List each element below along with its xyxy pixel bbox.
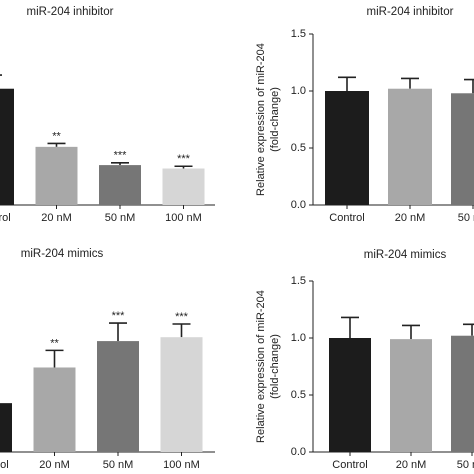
y-axis-label: (fold-change) bbox=[269, 87, 281, 152]
bar bbox=[451, 93, 474, 205]
significance-label: *** bbox=[112, 310, 126, 322]
y-tick-label: 1.5 bbox=[291, 28, 306, 40]
bar bbox=[99, 165, 141, 205]
bar bbox=[162, 168, 205, 205]
y-axis-label: Relative expression of miR-204 bbox=[255, 43, 267, 196]
y-tick-label: 1.0 bbox=[291, 332, 306, 344]
y-tick-label: 1.0 bbox=[291, 85, 306, 97]
y-tick-label: 0.5 bbox=[291, 142, 306, 154]
significance-label: *** bbox=[177, 153, 191, 165]
y-axis-label: (fold-change) bbox=[269, 334, 281, 399]
x-tick-label: 100 nM bbox=[163, 459, 200, 471]
bar bbox=[451, 335, 474, 452]
x-tick-label: Control bbox=[0, 212, 11, 224]
significance-label: *** bbox=[114, 150, 128, 162]
significance-label: ** bbox=[50, 337, 59, 349]
y-tick-label: 0.0 bbox=[291, 199, 306, 211]
bar bbox=[325, 91, 369, 205]
chart-title: miR-204 mimics bbox=[21, 248, 104, 260]
y-axis-label: Relative expression of miR-204 bbox=[255, 290, 267, 443]
chart-title: miR-204 inhibitor bbox=[27, 6, 114, 18]
x-tick-label: 20 nM bbox=[396, 459, 427, 471]
chart-title: miR-204 inhibitor bbox=[367, 6, 454, 18]
x-tick-label: Control bbox=[0, 459, 9, 471]
bar bbox=[0, 403, 12, 452]
y-tick-label: 1.5 bbox=[291, 275, 306, 287]
x-tick-label: Control bbox=[332, 459, 367, 471]
x-tick-label: Control bbox=[329, 212, 364, 224]
x-tick-label: 50 nM bbox=[105, 212, 136, 224]
bar bbox=[35, 146, 78, 205]
bar bbox=[388, 88, 432, 205]
chart-title: miR-204 mimics bbox=[364, 249, 447, 261]
y-tick-label: 0.5 bbox=[291, 389, 306, 401]
x-tick-label: 20 nM bbox=[41, 212, 72, 224]
y-tick-label: 0.0 bbox=[291, 446, 306, 458]
x-tick-label: 50 nM bbox=[103, 459, 134, 471]
bar bbox=[329, 338, 371, 452]
x-tick-label: 20 nM bbox=[395, 212, 426, 224]
bar bbox=[390, 339, 432, 452]
bar bbox=[0, 88, 14, 205]
bar bbox=[97, 341, 139, 452]
significance-label: ** bbox=[52, 130, 61, 142]
bar bbox=[33, 367, 76, 452]
x-tick-label: 50 nM bbox=[458, 212, 474, 224]
x-tick-label: 20 nM bbox=[39, 459, 70, 471]
bar bbox=[160, 337, 203, 452]
x-tick-label: 50 nM bbox=[457, 459, 474, 471]
x-tick-label: 100 nM bbox=[165, 212, 202, 224]
significance-label: *** bbox=[175, 311, 189, 323]
